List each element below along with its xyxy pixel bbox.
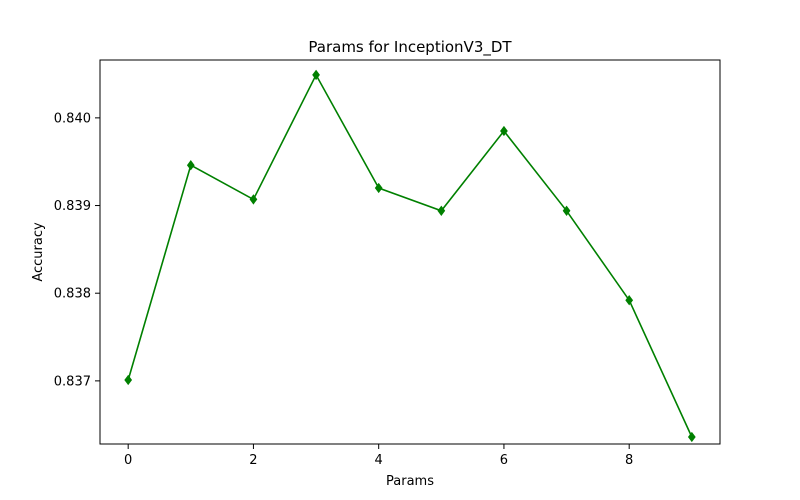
x-tick-label: 2 (249, 453, 257, 468)
data-point-marker (562, 205, 571, 216)
x-axis: 0 2 4 6 8 (124, 444, 633, 468)
y-tick-label: 0.837 (54, 374, 91, 389)
series-layer (124, 69, 696, 443)
data-point-marker (687, 431, 696, 443)
data-point-marker (625, 295, 634, 306)
y-tick-label: 0.838 (54, 287, 91, 302)
data-point-marker (124, 374, 133, 386)
data-point-marker (437, 205, 446, 216)
chart-title: Params for InceptionV3_DT (308, 38, 512, 57)
plot-area-frame (99, 59, 721, 445)
x-tick-label: 0 (124, 453, 132, 468)
y-axis-label: Accuracy (31, 222, 46, 282)
x-tick-label: 6 (500, 453, 508, 468)
data-point-marker (312, 69, 320, 81)
x-axis-label: Params (386, 474, 434, 489)
y-axis: 0.837 0.838 0.839 0.840 (54, 111, 100, 389)
x-tick-label: 4 (375, 453, 383, 468)
data-point-marker (374, 182, 383, 194)
data-point-marker (500, 125, 508, 137)
series-line (127, 73, 693, 438)
y-tick-label: 0.840 (54, 111, 91, 126)
y-tick-label: 0.839 (54, 199, 91, 214)
data-point-marker (249, 194, 258, 205)
x-tick-label: 8 (625, 453, 633, 468)
data-point-marker (186, 160, 195, 171)
